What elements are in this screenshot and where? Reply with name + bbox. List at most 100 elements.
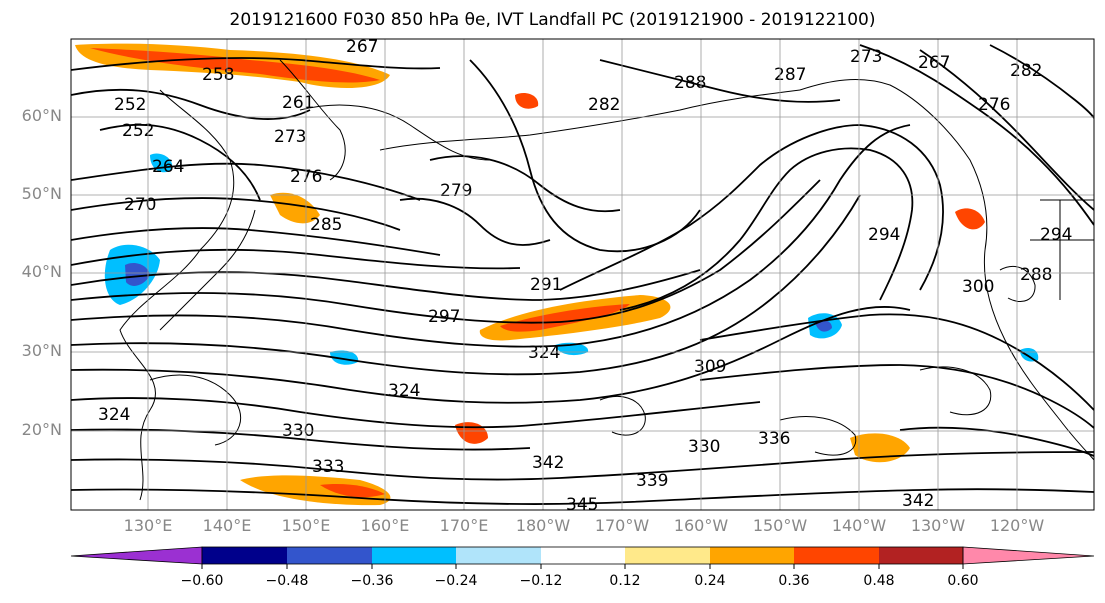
coastline-japan [159,209,256,331]
anomaly-patch-south-red [320,484,385,498]
contour-label: 282 [1010,61,1042,81]
contour-line [71,306,911,404]
contour-label: 345 [566,495,598,515]
contour-line [399,197,551,246]
map-panel: 267 258 252 252 261 273 276 279 285 288 … [71,37,1094,515]
lon-tick-label: 170°E [439,516,489,535]
contour-line [989,44,1094,119]
contour-label: 324 [528,343,560,363]
lat-tick-label: 40°N [21,262,62,281]
contour-label: 291 [530,275,562,295]
contour-line [599,59,841,103]
anomaly-patch-subtropics-east [850,433,910,463]
lon-tick-label: 140°W [831,516,887,535]
contour-line [699,313,1094,411]
contour-line [469,59,701,253]
contour-label: 252 [122,121,154,141]
contour-label: 258 [202,65,234,85]
colorbar-tick-label: 0.60 [947,573,979,589]
lon-tick-label: 120°W [989,516,1045,535]
anomaly-patch-far-east-blue [1020,348,1039,362]
contour-label: 324 [98,405,130,425]
contour-line [71,451,1094,481]
contour-line [899,426,1094,457]
contour-label: 288 [1020,265,1052,285]
lon-tick-label: 130°W [910,516,966,535]
colorbar-bin [372,547,456,564]
contour-label: 264 [152,157,184,177]
contour-line [71,88,311,120]
contour-line [919,49,1094,211]
contour-line-thin [599,396,646,436]
graticule [71,39,1094,510]
colorbar-bin [456,547,541,564]
contour-line [71,248,521,270]
contour-label: 342 [532,453,564,473]
colorbar-extend-low [70,546,203,565]
coastlines [119,59,1094,501]
contour-label: 285 [310,215,342,235]
contour-line [71,227,441,256]
contour-label: 297 [428,307,460,327]
colorbar-tick-label: −0.36 [350,573,394,589]
anomaly-patch-central-pacific-core [500,304,630,332]
contour-line [619,147,914,311]
colorbar-bin [541,547,625,564]
contour-label: 294 [868,225,900,245]
lon-tick-label: 170°W [594,516,650,535]
contour-line [71,194,861,376]
lon-tick-label: 160°W [673,516,729,535]
contour-label: 276 [978,95,1010,115]
contour-line [699,364,1094,429]
anomaly-patch-hokkaido [270,192,320,224]
contour-label: 300 [962,277,994,297]
colorbar-tick-label: −0.24 [434,573,478,589]
colorbar-tick-label: −0.12 [519,573,563,589]
colorbar-bin [287,547,372,564]
anomaly-patch-bering [515,93,539,109]
map-frame [70,38,1095,511]
contour-line [71,397,761,429]
anomaly-patch-kamchatka-core [90,48,380,83]
contour-line [71,124,911,348]
contour-label: 279 [440,181,472,201]
contour-label: 267 [346,37,378,57]
contour-label: 339 [636,471,668,491]
lon-tick-label: 150°E [281,516,331,535]
colorbar-tick-label: −0.48 [265,573,309,589]
contour-label: 333 [312,457,344,477]
contour-label: 273 [850,47,882,67]
contour-label: 324 [388,381,420,401]
contour-label: 270 [124,195,156,215]
colorbar-tick-label: −0.60 [180,573,224,589]
contour-line-thin [999,266,1036,302]
contour-label: 309 [694,357,726,377]
colorbar-bin [794,547,879,564]
contour-line [71,179,821,324]
coastline-north-america [983,249,1094,461]
contour-label: 330 [688,437,720,457]
contour-label: 267 [918,53,950,73]
contour-line [429,155,621,213]
colorbar [70,546,1095,569]
colorbar-tick-label: 0.24 [694,573,726,589]
colorbar-bin [710,547,794,564]
colorbar-frame [201,546,964,565]
colorbar-bin [625,547,710,564]
contour-label: 282 [588,95,620,115]
colorbar-bin [879,547,963,564]
contour-label: 288 [674,73,706,93]
theta-e-contours [71,44,1094,505]
contour-line [71,162,421,201]
contour-line [859,44,1094,226]
lat-tick-label: 20°N [21,420,62,439]
coastline-kamchatka [279,59,346,181]
contour-line-thin [919,366,992,416]
colorbar-tick-label: 0.12 [609,573,641,589]
lat-tick-label: 60°N [21,106,62,125]
colorbar-tick-label: 0.36 [778,573,810,589]
contour-line [71,197,401,231]
lon-tick-label: 130°E [123,516,173,535]
contour-label: 261 [282,93,314,113]
